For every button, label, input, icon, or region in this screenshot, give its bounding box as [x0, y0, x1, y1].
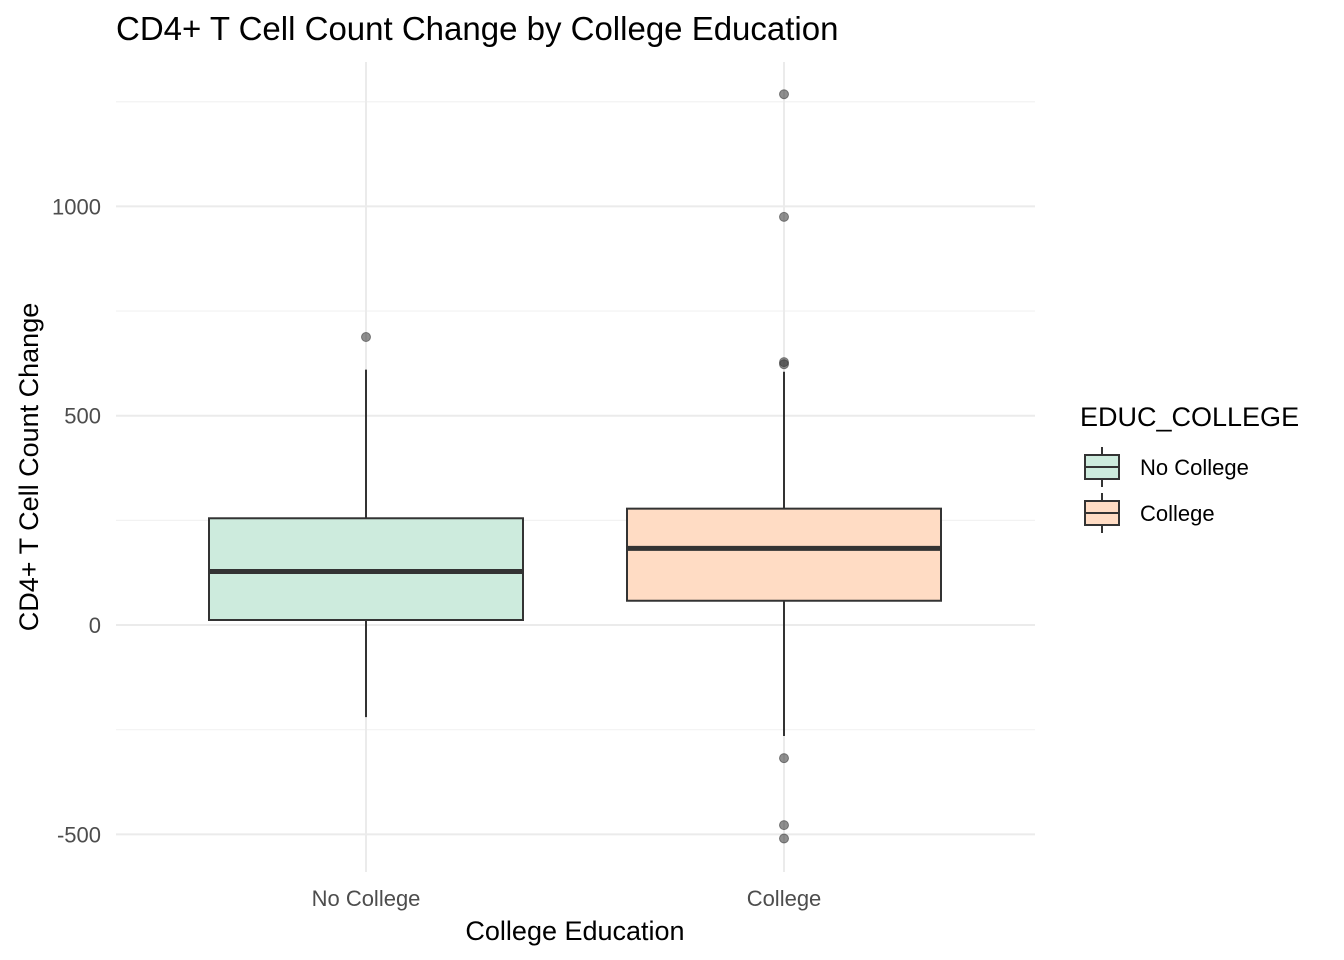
outlier-point: [779, 833, 789, 844]
y-axis-title: CD4+ T Cell Count Change: [14, 303, 44, 631]
box-college: [626, 89, 942, 844]
legend-title: EDUC_COLLEGE: [1080, 402, 1299, 432]
y-tick-label: -500: [57, 822, 101, 847]
x-tick-label: College: [747, 886, 822, 911]
box-no-college: [208, 332, 524, 718]
boxplots: [208, 89, 942, 844]
legend: EDUC_COLLEGE No College College: [1080, 402, 1299, 533]
outlier-point: [779, 89, 789, 100]
grid: [116, 62, 1035, 872]
chart-title: CD4+ T Cell Count Change by College Educ…: [116, 10, 838, 47]
legend-key-no-college: No College: [1084, 447, 1249, 487]
y-tick-label: 0: [89, 613, 101, 638]
x-tick-label: No College: [312, 886, 421, 911]
outlier-point: [779, 359, 789, 370]
y-tick-label: 500: [64, 404, 101, 429]
outlier-point: [779, 211, 789, 222]
legend-label: College: [1140, 501, 1215, 526]
y-tick-labels: -500 0 500 1000: [52, 194, 101, 847]
outlier-point: [361, 332, 371, 343]
legend-key-college: College: [1084, 493, 1215, 533]
outlier-point: [779, 753, 789, 764]
outlier-point: [779, 820, 789, 831]
x-axis-title: College Education: [465, 916, 684, 946]
x-tick-labels: No College College: [312, 886, 822, 911]
legend-label: No College: [1140, 455, 1249, 480]
y-tick-label: 1000: [52, 194, 101, 219]
box-iqr: [626, 507, 942, 602]
